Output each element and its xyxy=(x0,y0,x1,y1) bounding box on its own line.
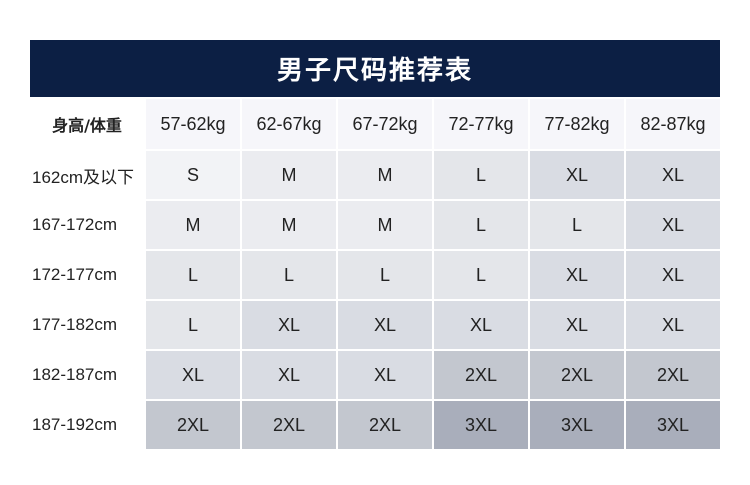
height-header: 182-187cm xyxy=(30,351,144,399)
height-header: 167-172cm xyxy=(30,201,144,249)
chart-title: 男子尺码推荐表 xyxy=(30,40,720,97)
size-cell: L xyxy=(242,251,336,299)
size-cell: XL xyxy=(626,301,720,349)
size-cell: 2XL xyxy=(530,351,624,399)
weight-header: 57-62kg xyxy=(146,99,240,149)
size-cell: 3XL xyxy=(530,401,624,449)
size-cell: L xyxy=(434,201,528,249)
size-cell: XL xyxy=(338,301,432,349)
size-cell: 2XL xyxy=(338,401,432,449)
size-cell: M xyxy=(242,201,336,249)
size-cell: XL xyxy=(530,151,624,199)
size-cell: M xyxy=(242,151,336,199)
size-cell: 3XL xyxy=(434,401,528,449)
size-cell: 2XL xyxy=(434,351,528,399)
size-cell: L xyxy=(146,251,240,299)
size-cell: 2XL xyxy=(242,401,336,449)
size-cell: L xyxy=(338,251,432,299)
size-cell: XL xyxy=(146,351,240,399)
weight-header: 82-87kg xyxy=(626,99,720,149)
size-cell: 2XL xyxy=(626,351,720,399)
size-cell: XL xyxy=(530,251,624,299)
size-cell: XL xyxy=(626,201,720,249)
height-header: 162cm及以下 xyxy=(30,151,144,199)
corner-header: 身高/体重 xyxy=(30,99,144,149)
size-cell: L xyxy=(530,201,624,249)
size-cell: M xyxy=(338,201,432,249)
size-cell: 2XL xyxy=(146,401,240,449)
size-cell: XL xyxy=(242,351,336,399)
size-cell: 3XL xyxy=(626,401,720,449)
size-cell: XL xyxy=(530,301,624,349)
weight-header: 67-72kg xyxy=(338,99,432,149)
size-table: 身高/体重 57-62kg 62-67kg 67-72kg 72-77kg 77-82k… xyxy=(30,97,720,449)
weight-header: 72-77kg xyxy=(434,99,528,149)
size-cell: M xyxy=(338,151,432,199)
size-cell: XL xyxy=(626,151,720,199)
weight-header: 62-67kg xyxy=(242,99,336,149)
size-cell: XL xyxy=(338,351,432,399)
size-cell: M xyxy=(146,201,240,249)
size-cell: XL xyxy=(434,301,528,349)
size-cell: S xyxy=(146,151,240,199)
size-cell: L xyxy=(434,251,528,299)
size-cell: XL xyxy=(242,301,336,349)
size-cell: XL xyxy=(626,251,720,299)
size-cell: L xyxy=(146,301,240,349)
size-cell: L xyxy=(434,151,528,199)
height-header: 172-177cm xyxy=(30,251,144,299)
weight-header: 77-82kg xyxy=(530,99,624,149)
height-header: 187-192cm xyxy=(30,401,144,449)
height-header: 177-182cm xyxy=(30,301,144,349)
